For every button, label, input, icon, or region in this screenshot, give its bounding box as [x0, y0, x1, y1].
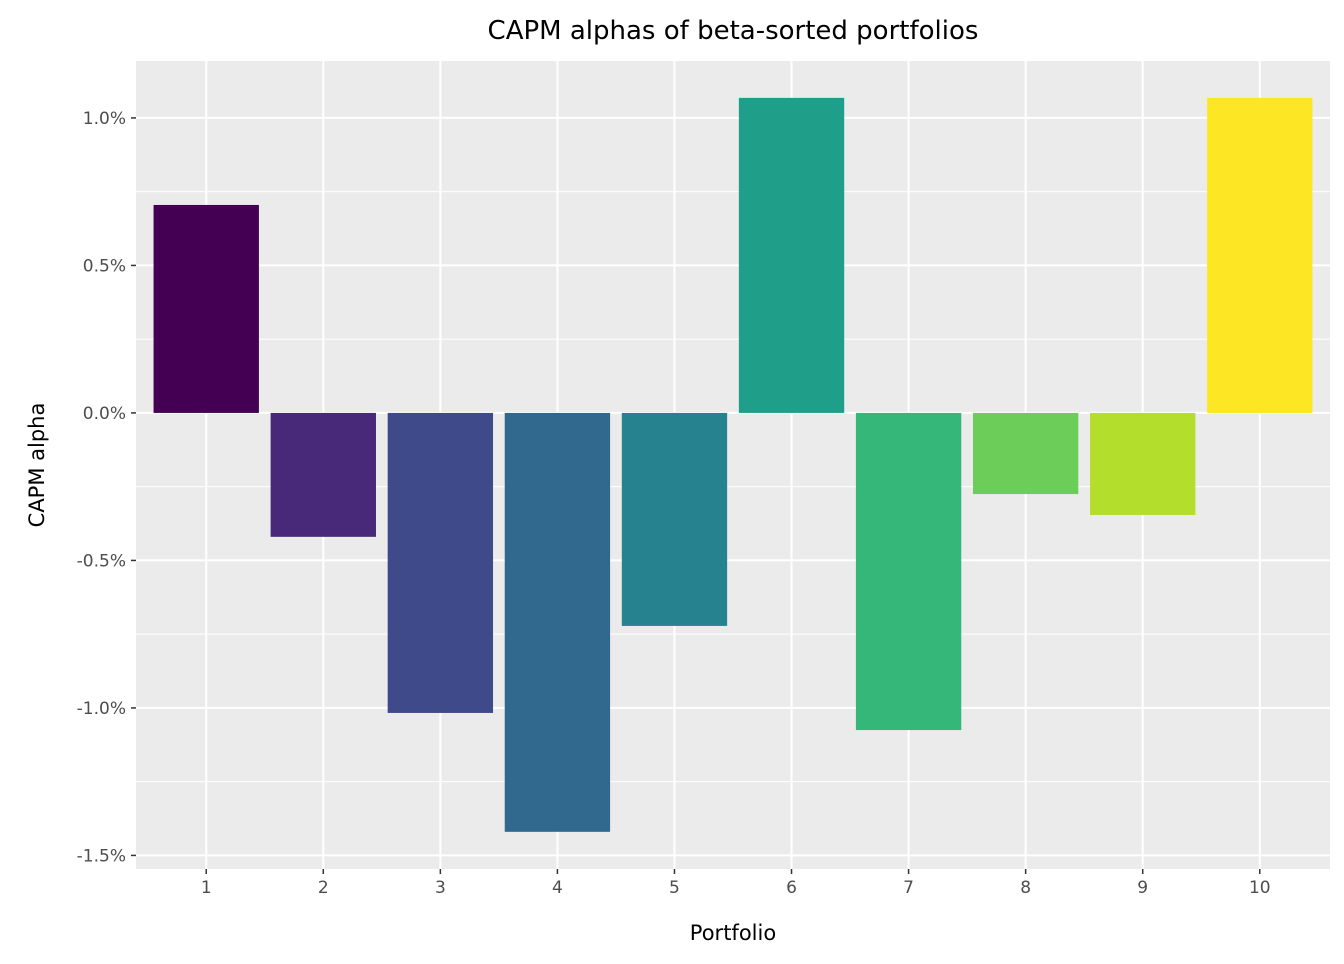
x-tick-label: 4 — [552, 878, 563, 898]
x-tick-label: 6 — [786, 878, 797, 898]
bar-portfolio-1 — [153, 204, 259, 413]
y-tick-label: 1.0% — [83, 109, 126, 129]
x-tick-label: 3 — [435, 878, 446, 898]
y-axis-ticks: -1.5% -1.0% -0.5% 0.0% 0.5% 1.0% — [77, 109, 136, 866]
x-axis-ticks: 1 2 3 4 5 6 7 8 9 10 — [201, 869, 1271, 898]
bar-portfolio-2 — [270, 412, 376, 537]
bar-portfolio-8 — [972, 412, 1079, 495]
bar-portfolio-10 — [1207, 97, 1313, 413]
bar-portfolio-4 — [504, 412, 611, 832]
bar-portfolio-6 — [738, 97, 845, 413]
bars — [153, 97, 1313, 832]
y-tick-label: 0.0% — [83, 404, 126, 424]
y-tick-label: -0.5% — [77, 551, 126, 571]
x-tick-label: 1 — [201, 878, 212, 898]
y-tick-label: -1.5% — [77, 846, 126, 866]
bar-portfolio-3 — [387, 412, 494, 713]
y-axis-label: CAPM alpha — [25, 403, 49, 528]
y-tick-label: -1.0% — [77, 699, 126, 719]
bar-portfolio-7 — [855, 412, 962, 731]
x-tick-label: 8 — [1020, 878, 1031, 898]
x-tick-label: 5 — [669, 878, 680, 898]
bar-portfolio-5 — [621, 412, 728, 626]
x-tick-label: 9 — [1137, 878, 1148, 898]
x-tick-label: 2 — [318, 878, 329, 898]
chart-title: CAPM alphas of beta-sorted portfolios — [488, 16, 979, 46]
y-tick-label: 0.5% — [83, 256, 126, 276]
x-tick-label: 7 — [903, 878, 914, 898]
x-tick-label: 10 — [1249, 878, 1271, 898]
x-axis-label: Portfolio — [690, 921, 776, 945]
bar-portfolio-9 — [1090, 412, 1196, 516]
